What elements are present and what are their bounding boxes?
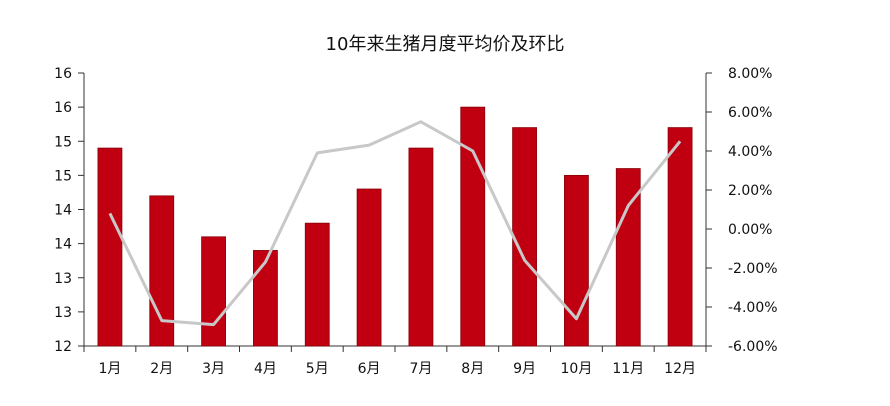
bar — [615, 168, 641, 347]
bar — [304, 222, 330, 347]
x-axis-tick-label: 6月 — [358, 361, 381, 377]
x-axis-tick-label: 8月 — [461, 361, 484, 377]
bar — [564, 174, 589, 347]
bar — [408, 147, 434, 347]
x-axis-tick-label: 11月 — [612, 361, 644, 377]
x-axis-tick-label: 4月 — [254, 361, 277, 377]
bar — [253, 250, 278, 347]
bar — [97, 147, 123, 347]
right-axis-tick-label: 2.00% — [728, 183, 772, 199]
left-axis-tick-label: 13 — [54, 305, 72, 321]
x-axis-tick-label: 7月 — [409, 361, 432, 377]
bar — [149, 195, 175, 347]
right-axis-tick-label: -4.00% — [728, 300, 778, 316]
right-axis-tick-label: -6.00% — [728, 339, 778, 355]
left-axis-tick-label: 15 — [54, 168, 72, 184]
x-axis-tick-label: 3月 — [202, 361, 225, 377]
left-axis-tick-label: 14 — [54, 203, 72, 219]
x-axis-tick-label: 12月 — [664, 361, 696, 377]
x-axis-tick-label: 1月 — [98, 361, 121, 377]
left-axis-tick-label: 14 — [54, 237, 72, 253]
bar — [512, 127, 537, 347]
right-axis-tick-label: 4.00% — [728, 144, 772, 160]
right-axis-tick-label: 8.00% — [728, 66, 772, 82]
x-axis-tick-label: 10月 — [561, 361, 593, 377]
left-axis-tick-label: 16 — [54, 100, 72, 116]
bar — [356, 188, 382, 347]
x-axis-tick-label: 2月 — [150, 361, 173, 377]
right-axis-tick-label: -2.00% — [728, 261, 778, 277]
bar — [667, 127, 693, 347]
chart-title: 10年来生猪月度平均价及环比 — [325, 34, 565, 55]
right-axis-tick-label: 0.00% — [728, 222, 772, 238]
left-axis-tick-label: 16 — [54, 66, 72, 82]
x-axis-tick-label: 5月 — [306, 361, 329, 377]
bar — [460, 106, 486, 347]
line-series — [108, 120, 682, 327]
left-axis-tick-label: 12 — [54, 339, 72, 355]
left-axis-tick-label: 15 — [54, 134, 72, 150]
right-axis-tick-label: 6.00% — [728, 105, 772, 121]
bar — [201, 236, 226, 347]
left-axis-tick-label: 13 — [54, 271, 72, 287]
x-axis-tick-label: 9月 — [513, 361, 536, 377]
